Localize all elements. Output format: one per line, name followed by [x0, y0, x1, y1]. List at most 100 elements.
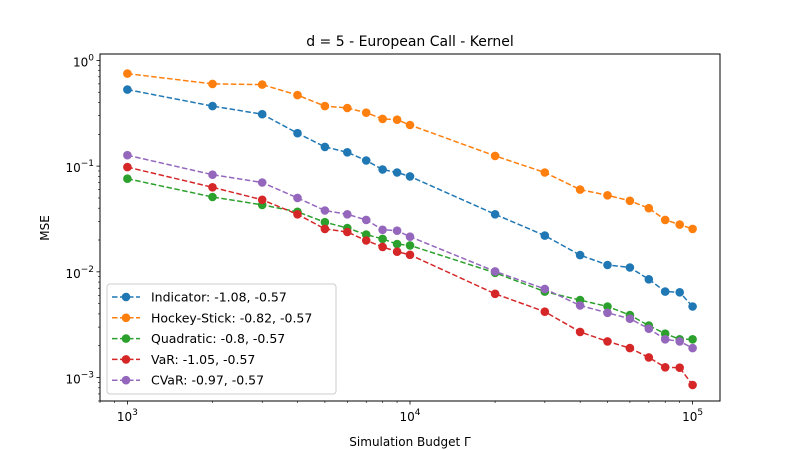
data-point: [603, 260, 612, 270]
data-point: [675, 220, 684, 229]
data-point: [123, 85, 132, 94]
data-point: [343, 210, 352, 219]
data-point: [490, 151, 500, 161]
legend-item: CVaR: -0.97, -0.57: [112, 373, 264, 388]
data-point: [257, 80, 267, 89]
x-axis-label: Simulation Budget Γ: [349, 435, 471, 449]
data-point: [405, 120, 415, 130]
legend-marker: [121, 292, 131, 302]
legend-marker: [121, 375, 131, 385]
data-point: [625, 196, 635, 206]
series-4: [123, 150, 697, 353]
data-point: [644, 324, 654, 334]
data-point: [378, 225, 387, 235]
data-point: [378, 165, 387, 174]
data-point: [208, 101, 217, 111]
series-layer: [123, 69, 697, 390]
data-point: [660, 335, 670, 344]
data-point: [603, 337, 612, 346]
data-point: [405, 241, 415, 250]
legend-frame: [106, 283, 337, 395]
data-point: [257, 178, 267, 187]
data-point: [378, 242, 387, 252]
y-tick-label: 10−3: [65, 371, 94, 387]
data-point: [123, 150, 132, 160]
data-point: [257, 109, 267, 119]
data-point: [320, 224, 330, 234]
data-point: [293, 210, 302, 219]
data-point: [675, 337, 684, 346]
data-point: [343, 148, 352, 157]
data-point: [675, 288, 684, 297]
data-point: [392, 115, 402, 124]
data-point: [361, 230, 371, 239]
data-point: [540, 168, 550, 177]
data-point: [361, 236, 371, 245]
data-point: [675, 363, 684, 373]
data-point: [490, 289, 500, 299]
data-point: [603, 308, 612, 318]
series-3: [123, 162, 697, 390]
legend-label: Indicator: -1.08, -0.57: [151, 290, 287, 305]
legend-item: Quadratic: -0.8, -0.57: [112, 331, 285, 346]
data-point: [361, 156, 371, 165]
data-point: [208, 183, 217, 192]
y-axis-label: MSE: [38, 215, 52, 241]
data-point: [293, 193, 302, 203]
data-point: [405, 232, 415, 241]
data-point: [208, 170, 217, 179]
data-point: [660, 363, 670, 372]
data-point: [575, 250, 585, 260]
data-point: [660, 287, 670, 296]
data-point: [123, 69, 132, 78]
data-point: [575, 185, 585, 194]
x-tick-label: 103: [117, 408, 138, 424]
data-point: [688, 335, 697, 344]
data-point: [405, 250, 415, 260]
data-point: [392, 247, 402, 256]
data-point: [123, 162, 132, 172]
data-point: [378, 114, 387, 124]
x-tick-label: 105: [682, 408, 703, 424]
data-point: [660, 215, 670, 225]
data-point: [625, 263, 635, 272]
series-1: [123, 69, 697, 234]
data-point: [644, 275, 654, 284]
y-tick-label: 100: [73, 53, 94, 69]
legend-label: VaR: -1.05, -0.57: [151, 352, 255, 367]
data-point: [540, 284, 550, 294]
data-point: [644, 203, 654, 213]
data-point: [320, 101, 330, 111]
x-tick-label: 104: [399, 408, 420, 424]
data-point: [688, 224, 697, 234]
data-point: [208, 79, 217, 89]
data-point: [361, 108, 371, 117]
data-point: [392, 168, 402, 177]
legend-marker: [121, 355, 131, 364]
data-point: [208, 192, 217, 202]
legend-label: CVaR: -0.97, -0.57: [151, 373, 264, 388]
data-point: [343, 227, 352, 237]
data-point: [320, 217, 330, 227]
data-point: [688, 380, 697, 390]
data-point: [361, 215, 371, 225]
data-point: [378, 234, 387, 244]
legend-label: Quadratic: -0.8, -0.57: [151, 331, 285, 346]
legend-item: VaR: -1.05, -0.57: [112, 352, 255, 367]
series-line: [127, 72, 693, 230]
y-tick-label: 10−2: [65, 265, 94, 281]
series-0: [123, 85, 697, 311]
data-point: [320, 142, 330, 152]
data-point: [257, 195, 267, 205]
y-tick-label: 10−1: [65, 159, 94, 175]
data-point: [625, 314, 635, 324]
data-point: [575, 327, 585, 337]
data-point: [688, 302, 697, 311]
legend: Indicator: -1.08, -0.57 Hockey-Stick: -0.…: [106, 283, 337, 395]
legend-item: Hockey-Stick: -0.82, -0.57: [112, 310, 312, 325]
x-axis: 103 104 105: [99, 401, 703, 424]
chart-title: d = 5 - European Call - Kernel: [306, 34, 514, 50]
data-point: [490, 210, 500, 219]
data-point: [625, 343, 635, 353]
